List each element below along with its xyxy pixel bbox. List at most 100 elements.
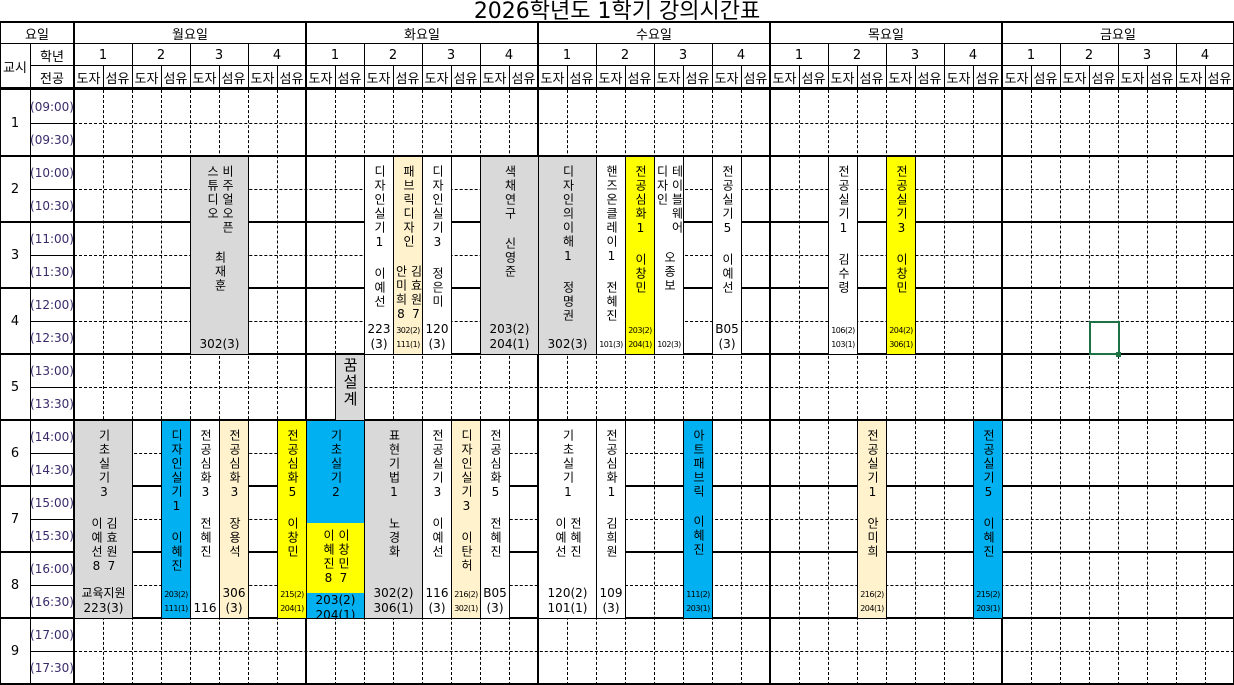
grade-header[interactable]: 1 <box>74 44 132 66</box>
class-block[interactable]: 전공심화1 이창민 203(2) 204(1) <box>625 156 655 355</box>
grade-header[interactable]: 1 <box>306 44 364 66</box>
class-block[interactable]: 전공실기5 이혜진 215(2) 203(1) <box>973 420 1003 619</box>
major-header[interactable]: 섬유 <box>335 66 364 88</box>
major-header[interactable]: 섬유 <box>741 66 770 88</box>
grade-header[interactable]: 1 <box>1002 44 1060 66</box>
major-header[interactable]: 도자 <box>422 66 451 88</box>
major-header[interactable]: 섬유 <box>1205 66 1234 88</box>
day-header[interactable]: 월요일 <box>74 22 306 44</box>
class-block[interactable]: 꿈설계 <box>335 354 365 421</box>
major-header[interactable]: 섬유 <box>683 66 712 88</box>
grade-header[interactable]: 2 <box>828 44 886 66</box>
day-header[interactable]: 목요일 <box>770 22 1002 44</box>
grade-header[interactable]: 2 <box>596 44 654 66</box>
major-header[interactable]: 도자 <box>74 66 103 88</box>
major-header[interactable]: 도자 <box>828 66 857 88</box>
major-header[interactable]: 섬유 <box>451 66 480 88</box>
major-header[interactable]: 섬유 <box>915 66 944 88</box>
grade-header[interactable]: 3 <box>654 44 712 66</box>
major-header[interactable]: 섬유 <box>277 66 306 88</box>
grid-line <box>248 44 249 88</box>
class-block[interactable]: 전공심화3 전혜진 116 <box>190 420 220 619</box>
grade-header[interactable]: 3 <box>886 44 944 66</box>
major-header[interactable]: 섬유 <box>1147 66 1176 88</box>
major-header[interactable]: 도자 <box>306 66 335 88</box>
class-block[interactable]: 전공실기3 이창민 204(2) 306(1) <box>886 156 916 355</box>
class-block[interactable]: 기초실기1 전혜진 이예선 120(2) 101(1) <box>538 420 597 619</box>
day-header[interactable]: 화요일 <box>306 22 538 44</box>
grade-header[interactable]: 1 <box>538 44 596 66</box>
class-block[interactable]: 테이블웨어 디자인 오종보 102(3) <box>654 156 684 355</box>
class-block[interactable]: 디자인실기1 이혜진 203(2) 111(1) <box>161 420 191 619</box>
major-header[interactable]: 섬유 <box>567 66 596 88</box>
selected-cell[interactable] <box>1089 321 1120 355</box>
class-block[interactable]: 디자인실기3 정은미 120 (3) <box>422 156 452 355</box>
class-block[interactable]: 기초실기2 이창민7 이혜진8 203(2) 204(1) <box>306 420 365 619</box>
major-header[interactable]: 도자 <box>364 66 393 88</box>
room-number: 302(3) <box>199 337 240 351</box>
class-block[interactable]: 전공심화1 김희원 109 (3) <box>596 420 626 619</box>
class-block[interactable]: 전공실기3 이예선 116 (3) <box>422 420 452 619</box>
class-block[interactable]: 디자인의이해1 정명권 302(3) <box>538 156 597 355</box>
class-block[interactable]: 전공심화5 전혜진 B05 (3) <box>480 420 510 619</box>
grade-header[interactable]: 3 <box>190 44 248 66</box>
major-header[interactable]: 도자 <box>1176 66 1205 88</box>
grade-header[interactable]: 3 <box>1118 44 1176 66</box>
class-block[interactable]: 패브릭디자인 김효원7 안미희8 302(2) 111(1) <box>393 156 423 355</box>
grid-line-dashed <box>915 90 916 685</box>
class-block[interactable]: 디자인실기1 이예선 223 (3) <box>364 156 394 355</box>
class-block[interactable]: 비주얼오픈 스튜디오 최재훈 302(3) <box>190 156 249 355</box>
class-block[interactable]: 전공실기5 이예선 B05 (3) <box>712 156 742 355</box>
class-block[interactable]: 핸즈온클레이1 전혜진 101(3) <box>596 156 626 355</box>
class-block[interactable]: 아트패브릭 이혜진 111(2) 203(1) <box>683 420 713 619</box>
room-number: 302(1) <box>454 604 478 613</box>
grade-header[interactable]: 4 <box>480 44 538 66</box>
grade-header[interactable]: 3 <box>422 44 480 66</box>
major-header[interactable]: 도자 <box>1118 66 1147 88</box>
grade-header[interactable]: 1 <box>770 44 828 66</box>
major-header[interactable]: 섬유 <box>509 66 538 88</box>
major-header[interactable]: 도자 <box>480 66 509 88</box>
grade-header[interactable]: 2 <box>1060 44 1118 66</box>
major-header[interactable]: 도자 <box>132 66 161 88</box>
class-block[interactable]: 기초실기3 김효원7 이예선8 교육지원 223(3) <box>74 420 133 619</box>
major-header[interactable]: 도자 <box>248 66 277 88</box>
grade-label-header: 학년 <box>30 44 74 66</box>
major-header[interactable]: 섬유 <box>799 66 828 88</box>
class-block[interactable]: 전공심화5 이창민 215(2) 204(1) <box>277 420 307 619</box>
major-header[interactable]: 도자 <box>770 66 799 88</box>
day-header[interactable]: 수요일 <box>538 22 770 44</box>
major-header[interactable]: 도자 <box>1060 66 1089 88</box>
major-header[interactable]: 도자 <box>538 66 567 88</box>
class-block[interactable]: 전공실기1 안미희 216(2) 204(1) <box>857 420 887 619</box>
major-header[interactable]: 섬유 <box>161 66 190 88</box>
class-block[interactable]: 색채연구 신영준 203(2) 204(1) <box>480 156 539 355</box>
grade-header[interactable]: 4 <box>248 44 306 66</box>
class-block[interactable]: 전공심화3 장용석 306 (3) <box>219 420 249 619</box>
class-block[interactable]: 전공실기1 김수령 106(2) 103(1) <box>828 156 858 355</box>
major-header[interactable]: 섬유 <box>393 66 422 88</box>
major-header[interactable]: 도자 <box>190 66 219 88</box>
major-header[interactable]: 섬유 <box>1089 66 1118 88</box>
major-header[interactable]: 섬유 <box>857 66 886 88</box>
grade-header[interactable]: 4 <box>944 44 1002 66</box>
border-line <box>0 22 1 685</box>
major-header[interactable]: 도자 <box>886 66 915 88</box>
major-header[interactable]: 도자 <box>596 66 625 88</box>
class-block[interactable]: 디자인실기3 이탄허 216(2) 302(1) <box>451 420 481 619</box>
major-header[interactable]: 도자 <box>1002 66 1031 88</box>
grade-header[interactable]: 4 <box>712 44 770 66</box>
day-header[interactable]: 금요일 <box>1002 22 1234 44</box>
major-header[interactable]: 도자 <box>654 66 683 88</box>
major-header[interactable]: 섬유 <box>625 66 654 88</box>
grade-header[interactable]: 4 <box>1176 44 1234 66</box>
grade-header[interactable]: 2 <box>364 44 422 66</box>
major-header[interactable]: 섬유 <box>103 66 132 88</box>
major-header[interactable]: 섬유 <box>219 66 248 88</box>
grade-header[interactable]: 2 <box>132 44 190 66</box>
major-header[interactable]: 도자 <box>944 66 973 88</box>
major-header[interactable]: 섬유 <box>1031 66 1060 88</box>
major-header[interactable]: 섬유 <box>973 66 1002 88</box>
class-block[interactable]: 표현기법1 노경화 302(2) 306(1) <box>364 420 423 619</box>
major-header[interactable]: 도자 <box>712 66 741 88</box>
